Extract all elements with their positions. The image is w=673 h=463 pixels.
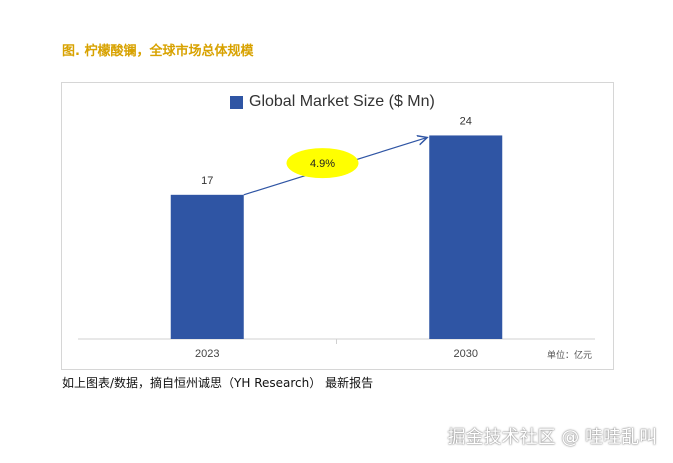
bar-2023 — [170, 194, 244, 339]
figure-title: 图. 柠檬酸镧，全球市场总体规模 — [62, 44, 254, 59]
source-note: 如上图表/数据，摘自恒州诚思（YH Research） 最新报告 — [62, 376, 374, 390]
legend-swatch — [230, 95, 243, 109]
chart-frame — [61, 82, 614, 370]
x-tick-label-2023: 2023 — [195, 348, 219, 360]
bar-2030 — [429, 135, 503, 339]
unit-note: 单位：亿元 — [547, 349, 592, 361]
data-label-2023: 17 — [201, 175, 213, 187]
growth-annotation-ellipse — [286, 148, 359, 179]
legend-label: Global Market Size ($ Mn) — [249, 93, 435, 110]
watermark: 掘金技术社区 @ 哇哇乱叫 — [447, 427, 657, 448]
x-tick-label-2030: 2030 — [454, 348, 478, 360]
data-label-2030: 24 — [460, 115, 472, 127]
growth-annotation-label: 4.9% — [310, 158, 335, 170]
chart-legend: Global Market Size ($ Mn) — [230, 93, 435, 111]
